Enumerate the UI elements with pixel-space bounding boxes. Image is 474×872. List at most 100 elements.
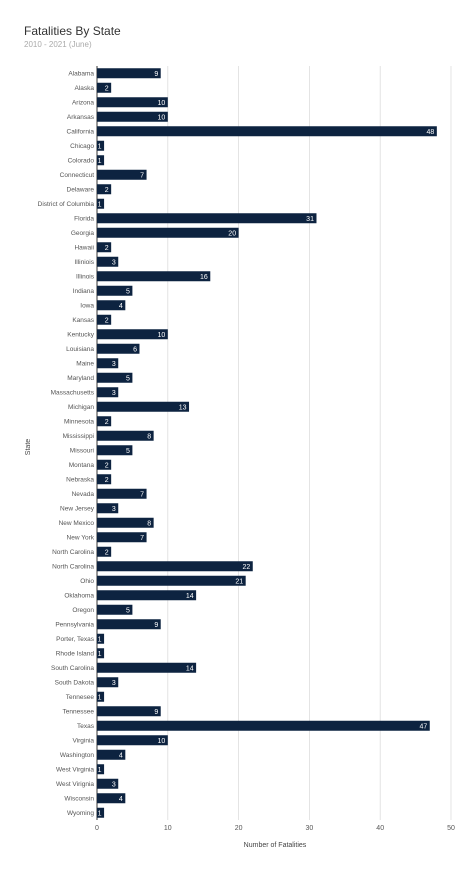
bar [97,546,112,557]
category-label: West Virginia [56,767,94,774]
bar-value-label: 3 [112,506,116,513]
category-label: Kansas [72,317,94,324]
bar [97,561,253,572]
bar-value-label: 1 [98,143,102,150]
x-axis-ticks: 0 10 20 30 40 50 [95,825,455,832]
bar [97,677,119,688]
bar [97,633,105,644]
bar [97,329,168,340]
bar [97,256,119,267]
bar [97,735,168,746]
bar-value-label: 13 [179,404,187,411]
bar-value-label: 6 [133,346,137,353]
x-tick-label: 40 [376,825,384,832]
x-tick-label: 50 [447,825,455,832]
category-label: California [67,129,95,136]
bar [97,474,112,485]
bar-value-label: 48 [427,129,435,136]
bar [97,343,140,354]
category-label: Wyoming [67,810,94,817]
bar [97,140,105,151]
bar [97,82,112,93]
bar [97,68,161,79]
bar-value-label: 5 [126,288,130,295]
category-label: Iowa [80,303,94,310]
category-label: Indiana [73,288,95,295]
category-label: North Carolina [52,549,94,556]
y-axis-label: State [25,439,32,455]
bar [97,648,105,659]
category-label: North Carolina [52,564,94,571]
category-label: Montana [69,462,95,469]
category-label: Michigan [68,404,94,411]
category-label: Louisiana [66,346,94,353]
bar-value-label: 14 [186,665,194,672]
category-labels: Alabama Alaska Arizona Arkansas California Ch… [38,71,95,818]
bar [97,445,133,456]
bar [97,793,126,804]
bar [97,155,105,166]
chart-subtitle: 2010 - 2021 (June) [24,40,92,49]
category-label: Hawaii [74,245,94,252]
category-label: Oklahoma [64,593,94,600]
bar-value-label: 10 [158,332,166,339]
category-label: Florida [74,216,94,223]
bar-value-label: 8 [147,433,151,440]
bar [97,271,211,282]
category-label: Delaware [67,187,95,194]
bar-value-label: 9 [154,622,158,629]
bar [97,285,133,296]
x-tick-label: 10 [164,825,172,832]
bar-value-label: 7 [140,535,144,542]
category-label: Nevada [72,491,95,498]
bar-value-label: 31 [306,216,314,223]
category-label: New Mexico [59,520,95,527]
bar [97,111,168,122]
bar [97,358,119,369]
category-label: Illiniois [74,259,94,266]
bar [97,706,161,717]
bar [97,764,105,775]
bar-value-label: 2 [105,85,109,92]
bar [97,691,105,702]
category-label: Kentucky [67,332,94,339]
bar-value-label: 22 [242,564,250,571]
bar-value-label: 7 [140,172,144,179]
bar [97,314,112,325]
category-label: Illinois [76,274,95,281]
bar [97,198,105,209]
bar-value-label: 1 [98,767,102,774]
bar [97,807,105,818]
category-label: New York [67,535,95,542]
bar-value-label: 21 [235,578,243,585]
category-label: West Virignia [56,781,94,788]
bar-value-label: 5 [126,448,130,455]
bar [97,387,119,398]
bar [97,575,246,586]
bar-value-label: 8 [147,520,151,527]
bar-value-label: 5 [126,375,130,382]
category-label: Pennsylvania [55,622,94,629]
bar-value-label: 1 [98,651,102,658]
bar-value-label: 10 [158,738,166,745]
category-label: South Dakota [55,680,95,687]
bar [97,532,147,543]
bar-value-label: 3 [112,390,116,397]
category-label: Minnesota [64,419,94,426]
bar-value-label: 10 [158,114,166,121]
category-label: Maine [76,361,94,368]
category-label: Maryland [67,375,94,382]
bar-value-label: 20 [228,230,236,237]
bar-value-label: 4 [119,752,123,759]
category-label: Colorado [68,158,95,165]
bar [97,97,168,108]
bar [97,749,126,760]
bar [97,300,126,311]
bar-value-label: 2 [105,549,109,556]
category-label: Arkansas [67,114,95,121]
category-label: Rhode Island [56,651,95,658]
bar-value-label: 7 [140,491,144,498]
bar-value-label: 2 [105,317,109,324]
bar [97,604,133,615]
x-axis-label: Number of Fatalities [244,842,307,849]
